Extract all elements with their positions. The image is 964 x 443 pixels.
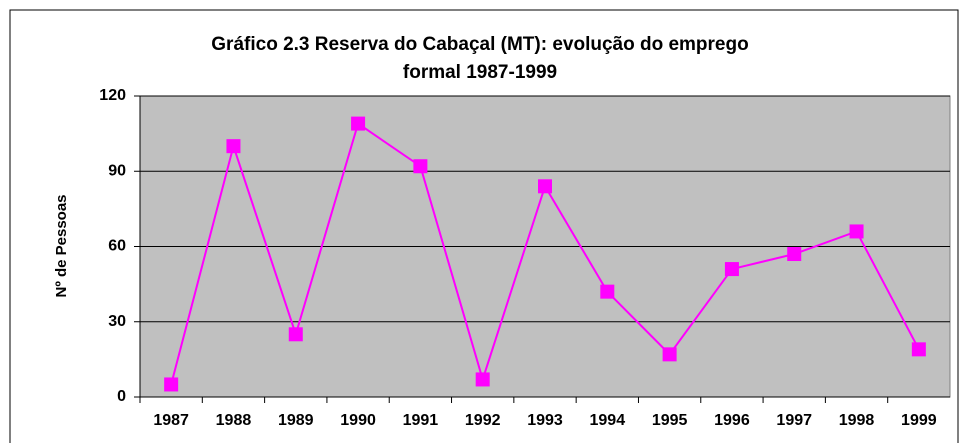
x-tick-label: 1996 [714, 412, 750, 429]
marker [662, 347, 677, 362]
x-tick-label: 1992 [465, 412, 501, 429]
y-tick-label: 90 [108, 162, 126, 179]
marker [413, 159, 428, 174]
marker [600, 284, 615, 299]
marker [288, 327, 303, 342]
marker [911, 342, 926, 357]
x-tick-label: 1988 [216, 412, 252, 429]
y-axis-label: Nº de Pessoas [53, 194, 70, 297]
y-tick-label: 60 [108, 238, 126, 255]
marker [475, 372, 490, 387]
marker [724, 262, 739, 277]
x-tick-label: 1997 [776, 412, 812, 429]
marker [538, 179, 552, 194]
y-tick-label: 0 [117, 388, 126, 405]
x-tick-label: 1993 [527, 412, 563, 429]
marker [787, 247, 802, 262]
x-tick-label: 1995 [652, 412, 688, 429]
x-tick-label: 1994 [590, 412, 626, 429]
y-tick-label: 120 [99, 87, 126, 104]
x-tick-label: 1989 [278, 412, 314, 429]
chart-title: Gráfico 2.3 Reserva do Cabaçal (MT): evo… [211, 34, 748, 55]
x-tick-label: 1987 [153, 412, 189, 429]
y-tick-label: 30 [108, 313, 126, 330]
x-tick-label: 1999 [901, 412, 937, 429]
marker [164, 377, 179, 392]
x-tick-label: 1991 [403, 412, 439, 429]
x-tick-label: 1990 [340, 412, 376, 429]
marker [226, 139, 241, 154]
chart-title: formal 1987-1999 [403, 62, 557, 83]
marker [849, 224, 864, 239]
marker [351, 116, 366, 131]
x-tick-label: 1998 [839, 412, 875, 429]
